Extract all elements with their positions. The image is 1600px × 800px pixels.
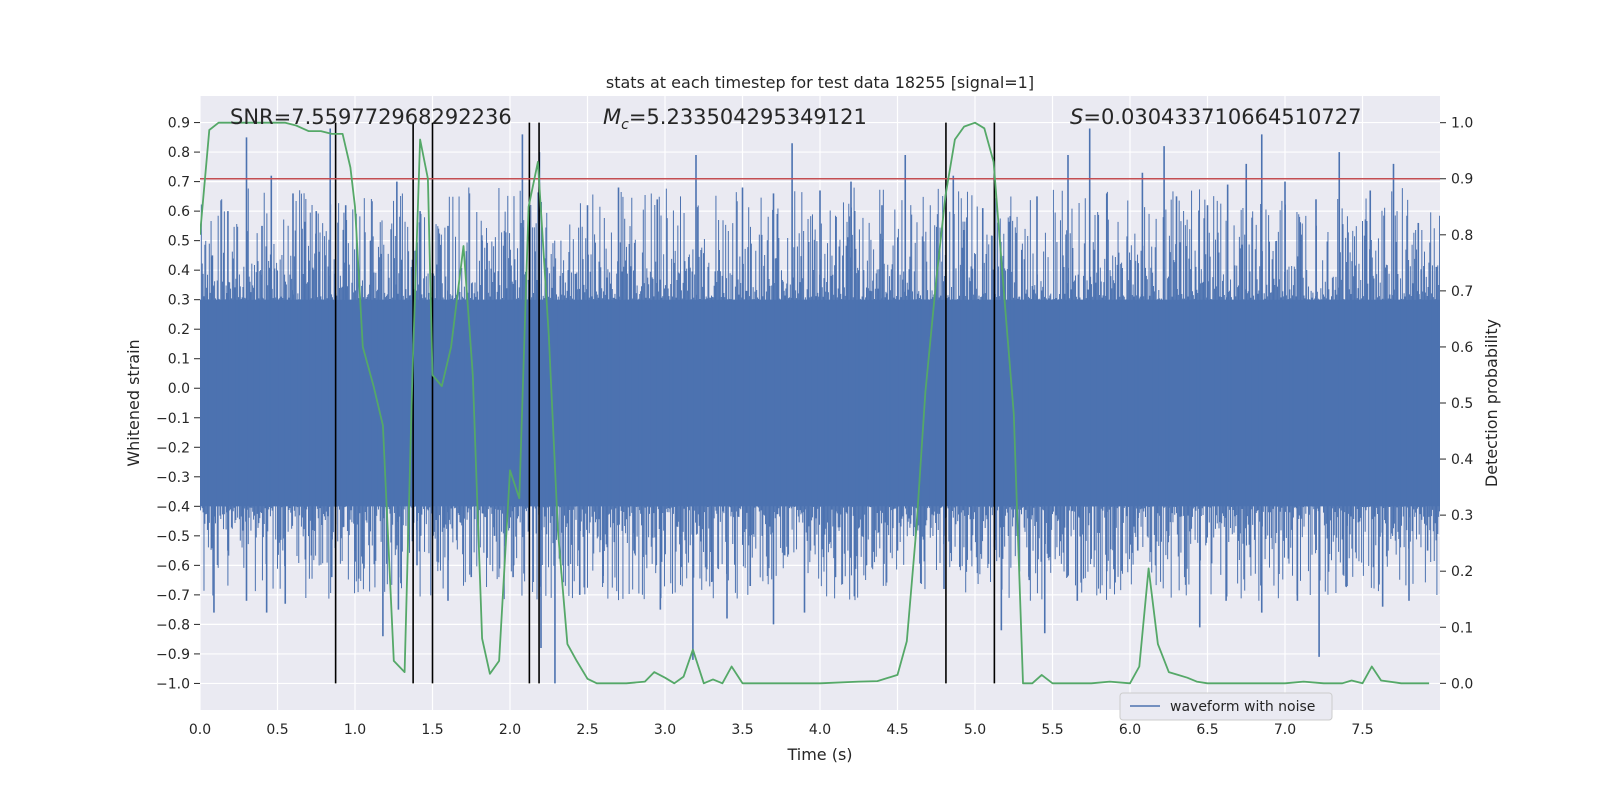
left-axis-ticks: 0.9 0.8 0.7 0.6 0.5 0.4 0.3 0.2 0.1 0.0 −0.1 −0.2 −0… [156,116,200,692]
detection-probability-series [200,121,1430,685]
s-value: =0.030433710664510727 [1083,105,1361,129]
x-tick-label: 3.0 [654,722,676,738]
x-tick-label: 4.0 [809,722,831,738]
left-tick-label: −0.9 [156,647,190,663]
left-tick-label: 0.2 [168,322,190,338]
left-tick-label: −0.3 [156,470,190,486]
x-tick-label: 1.0 [344,722,366,738]
x-tick-label: 2.5 [576,722,598,738]
left-tick-label: 0.9 [168,116,190,132]
left-tick-label: 0.7 [168,175,190,191]
chart-title: stats at each timestep for test data 182… [606,73,1034,92]
right-tick-label: 0.3 [1451,508,1473,524]
x-tick-label: 6.5 [1196,722,1218,738]
right-axis-ticks: 1.0 0.9 0.8 0.7 0.6 0.5 0.4 0.3 0.2 0.1 0.0 [1440,116,1473,692]
right-tick-label: 0.0 [1451,676,1473,692]
x-tick-label: 1.5 [421,722,443,738]
left-axis-label: Whitened strain [124,339,143,466]
s-symbol: S [1070,105,1083,129]
x-tick-label: 5.0 [964,722,986,738]
legend: waveform with noise [1119,692,1333,721]
x-tick-label: 3.5 [731,722,753,738]
left-tick-label: 0.1 [168,352,190,368]
right-tick-label: 0.6 [1451,340,1473,356]
left-tick-label: 0.4 [168,263,190,279]
left-tick-label: 0.6 [168,204,190,220]
snr-annotation: SNR=7.559772968292236 [230,105,512,129]
left-tick-label: −0.7 [156,588,190,604]
left-tick-label: −0.6 [156,558,190,574]
s-annotation: S=0.030433710664510727 [1070,105,1361,129]
x-tick-label: 7.0 [1274,722,1296,738]
chirp-mass-symbol: M [603,105,621,129]
x-tick-label: 6.0 [1119,722,1141,738]
left-tick-label: −1.0 [156,676,190,692]
left-tick-label: 0.5 [168,234,190,250]
right-tick-label: 0.4 [1451,452,1473,468]
left-tick-label: −0.2 [156,440,190,456]
vertical-markers [334,122,996,684]
chirp-mass-subscript: c [621,117,629,133]
x-tick-label: 2.0 [499,722,521,738]
x-axis-ticks: 0.0 0.5 1.0 1.5 2.0 2.5 3.0 3.5 4.0 4.5 5.0 5.5 6.0 6… [189,722,1374,738]
x-tick-label: 5.5 [1041,722,1063,738]
right-tick-label: 1.0 [1451,116,1473,132]
right-tick-label: 0.8 [1451,228,1473,244]
left-tick-label: 0.0 [168,381,190,397]
left-tick-label: −0.8 [156,617,190,633]
waveform-series [200,128,1440,684]
x-tick-label: 0.5 [266,722,288,738]
right-axis-label: Detection probability [1482,319,1501,487]
legend-label: waveform with noise [1170,699,1315,715]
right-tick-label: 0.5 [1451,396,1473,412]
left-tick-label: −0.1 [156,411,190,427]
left-tick-label: −0.5 [156,529,190,545]
x-axis-label: Time (s) [786,745,852,764]
chirp-mass-value: =5.233504295349121 [629,105,867,129]
right-tick-label: 0.2 [1451,564,1473,580]
right-tick-label: 0.1 [1451,620,1473,636]
x-tick-label: 0.0 [189,722,211,738]
chirp-mass-annotation: Mc=5.233504295349121 [603,105,867,133]
right-tick-label: 0.9 [1451,172,1473,188]
left-tick-label: 0.8 [168,145,190,161]
detection-probability-line [200,121,1430,685]
legend-box [1119,692,1333,721]
x-tick-label: 4.5 [886,722,908,738]
left-tick-label: −0.4 [156,499,190,515]
x-tick-label: 7.5 [1351,722,1373,738]
right-tick-label: 0.7 [1451,284,1473,300]
left-tick-label: 0.3 [168,293,190,309]
